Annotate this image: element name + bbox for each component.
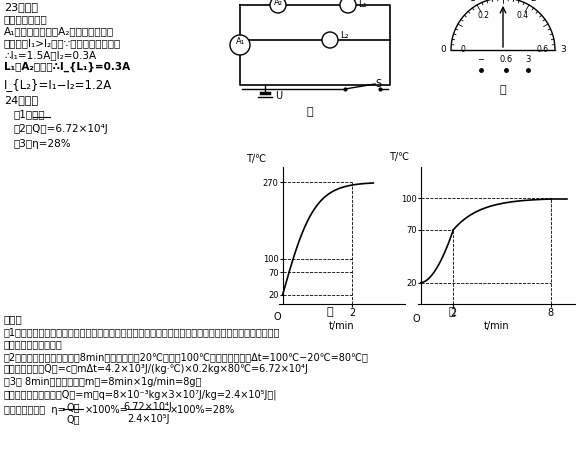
Text: L₁与A₂串联，∴I_{L₁}=0.3A: L₁与A₂串联，∴I_{L₁}=0.3A bbox=[4, 62, 130, 72]
Text: （2）从图象可以知道，加热8min，水的温度从20℃上升到100℃后温度不变，则Δt=100℃−20℃=80℃，: （2）从图象可以知道，加热8min，水的温度从20℃上升到100℃后温度不变，则… bbox=[4, 352, 369, 362]
Text: 水吸收的热量：Q吸=c水mΔt=4.2×10³J/(kg·℃)×0.2kg×80℃=6.72×10⁴J: 水吸收的热量：Q吸=c水mΔt=4.2×10³J/(kg·℃)×0.2kg×80… bbox=[4, 364, 309, 374]
Text: Q燃: Q燃 bbox=[66, 414, 80, 424]
Text: 2.4×10⁵J: 2.4×10⁵J bbox=[127, 414, 169, 424]
Text: L₁: L₁ bbox=[358, 0, 367, 9]
Text: 23、解：: 23、解： bbox=[4, 2, 38, 12]
Text: 0.6: 0.6 bbox=[499, 55, 513, 64]
Text: 乙: 乙 bbox=[500, 85, 506, 95]
Text: Q吸: Q吸 bbox=[66, 402, 80, 412]
Text: O: O bbox=[412, 314, 420, 324]
X-axis label: t/min: t/min bbox=[329, 321, 354, 331]
Text: 解析：: 解析： bbox=[4, 314, 23, 324]
Text: 3: 3 bbox=[560, 45, 566, 54]
Text: 由电路图可知：: 由电路图可知： bbox=[4, 14, 48, 24]
Text: −: − bbox=[478, 55, 485, 64]
Text: A₁: A₁ bbox=[235, 37, 245, 46]
Circle shape bbox=[322, 32, 338, 48]
Y-axis label: T/℃: T/℃ bbox=[246, 154, 267, 164]
Text: 小，沙子温度升得多。: 小，沙子温度升得多。 bbox=[4, 339, 62, 349]
Y-axis label: T/℃: T/℃ bbox=[388, 153, 409, 162]
Text: 0: 0 bbox=[461, 45, 465, 54]
Text: 热量的利用率：  η=: 热量的利用率： η= bbox=[4, 405, 66, 415]
Text: ×100%=28%: ×100%=28% bbox=[170, 405, 235, 415]
Text: 1: 1 bbox=[470, 0, 476, 3]
Text: 24、解：: 24、解： bbox=[4, 95, 38, 105]
Text: （1）图甲表示的是沙子吸热升温的过程，因为沙子和水的质量相等，吸收相同热量时，沙子的比热容比水: （1）图甲表示的是沙子吸热升温的过程，因为沙子和水的质量相等，吸收相同热量时，沙… bbox=[4, 327, 280, 337]
Text: 因此示数I₁>I₂，又∵表盘指针位置相同: 因此示数I₁>I₂，又∵表盘指针位置相同 bbox=[4, 38, 121, 48]
Text: L₂: L₂ bbox=[340, 31, 349, 40]
Circle shape bbox=[270, 0, 286, 13]
Text: O: O bbox=[273, 312, 281, 322]
Text: 3: 3 bbox=[526, 55, 531, 64]
Text: 0.4: 0.4 bbox=[517, 11, 529, 20]
Circle shape bbox=[340, 0, 356, 13]
Text: S: S bbox=[375, 79, 381, 89]
Text: U: U bbox=[275, 91, 282, 101]
X-axis label: t/min: t/min bbox=[484, 321, 509, 331]
Text: 甲: 甲 bbox=[326, 307, 333, 317]
Text: 完全燃烧放出的热量：Q燃=m酒q=8×10⁻³kg×3×10⁷J/kg=2.4×10⁵J，|: 完全燃烧放出的热量：Q燃=m酒q=8×10⁻³kg×3×10⁷J/kg=2.4×… bbox=[4, 390, 277, 400]
Text: （2）Q吸=6.72×10⁴J: （2）Q吸=6.72×10⁴J bbox=[14, 124, 109, 134]
Text: （3） 8min消耗的酒精：m酒=8min×1g/min=8g，: （3） 8min消耗的酒精：m酒=8min×1g/min=8g， bbox=[4, 377, 201, 387]
Text: 2: 2 bbox=[530, 0, 536, 3]
Text: 0: 0 bbox=[440, 45, 446, 54]
Circle shape bbox=[230, 35, 250, 55]
Text: （3）η=28%: （3）η=28% bbox=[14, 139, 72, 149]
Text: 乙: 乙 bbox=[449, 307, 456, 317]
Text: A₁测的是总电流，A₂测的是支路电流: A₁测的是总电流，A₂测的是支路电流 bbox=[4, 26, 114, 36]
Text: 6.72×10⁴J: 6.72×10⁴J bbox=[124, 402, 172, 412]
Text: 0.6: 0.6 bbox=[537, 45, 549, 54]
Text: ∴I₁=1.5A，I₂=0.3A: ∴I₁=1.5A，I₂=0.3A bbox=[4, 50, 96, 60]
Text: 0.2: 0.2 bbox=[477, 11, 489, 20]
Text: 甲: 甲 bbox=[307, 107, 313, 117]
Text: A₂: A₂ bbox=[273, 0, 283, 7]
Text: I_{L₂}=I₁−I₂=1.2A: I_{L₂}=I₁−I₂=1.2A bbox=[4, 78, 112, 91]
Text: ×100%=: ×100%= bbox=[85, 405, 128, 415]
Text: （1）甲；: （1）甲； bbox=[14, 109, 46, 119]
